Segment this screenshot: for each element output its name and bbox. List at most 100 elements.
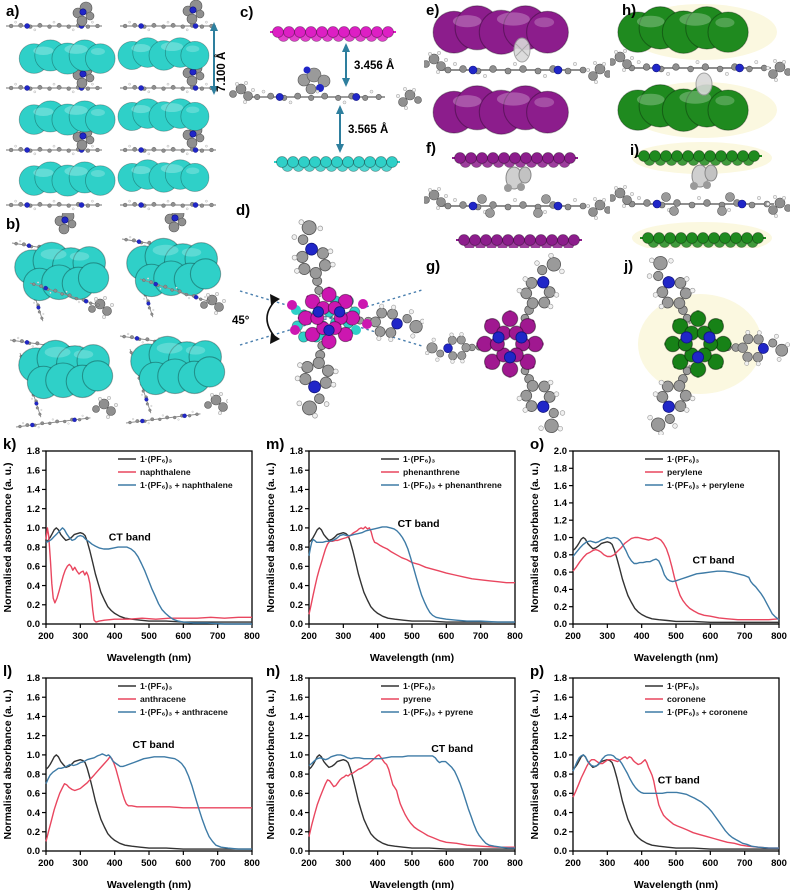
panel-label: m)	[266, 436, 285, 453]
svg-text:1·(PF₆)₃ + perylene: 1·(PF₆)₃ + perylene	[667, 480, 745, 490]
spectrum-panel-o: o) 200 300 400 500 600 700 800 0.0 0.2 0.4 0.6 0.8 1…	[527, 436, 790, 665]
panel-label: d)	[236, 202, 251, 219]
spectrum-panel-m: m) 200 300 400 500 600 700 800 0.0 0.2 0.4 0.6 0.8 1…	[263, 436, 526, 664]
svg-text:CT band: CT band	[398, 518, 440, 530]
molecule-rendering-a: 7.100 Å	[5, 0, 228, 211]
svg-text:800: 800	[771, 631, 787, 642]
svg-text:0.8: 0.8	[27, 542, 40, 553]
panel-a-crystal-packing: a) 7.100 Å	[0, 0, 228, 213]
svg-text:500: 500	[668, 858, 684, 869]
svg-text:0.6: 0.6	[290, 789, 303, 800]
svg-text:0.6: 0.6	[27, 562, 40, 573]
svg-text:300: 300	[72, 858, 88, 869]
svg-text:0.4: 0.4	[290, 581, 304, 592]
svg-text:300: 300	[335, 858, 351, 869]
molecule-rendering-d: 45°	[232, 214, 424, 422]
svg-text:1.4: 1.4	[554, 712, 568, 723]
spectrum-chart: 200 300 400 500 600 700 800 0.0 0.2 0.4 0.6 0.8 1.0 1…	[2, 446, 260, 664]
svg-text:1·(PF₆)₃ + naphthalene: 1·(PF₆)₃ + naphthalene	[140, 480, 233, 490]
svg-text:800: 800	[507, 858, 523, 869]
svg-text:500: 500	[141, 858, 157, 869]
svg-text:700: 700	[737, 631, 753, 642]
svg-text:0.2: 0.2	[290, 600, 303, 611]
spectrum-panel-p: p) 200 300 400 500 600 700 800 0.0 0.2 0.4 0.6 0.8 1…	[527, 663, 790, 890]
molecule-rendering-f	[424, 151, 610, 248]
svg-text:400: 400	[370, 631, 386, 642]
svg-text:600: 600	[438, 631, 454, 642]
svg-text:CT band: CT band	[693, 555, 735, 567]
svg-text:1.0: 1.0	[554, 750, 567, 761]
svg-text:500: 500	[404, 858, 420, 869]
svg-text:200: 200	[301, 858, 317, 869]
svg-text:1.6: 1.6	[27, 692, 40, 703]
svg-text:1.4: 1.4	[27, 485, 41, 496]
panel-label: o)	[530, 436, 545, 453]
svg-text:0.0: 0.0	[290, 846, 303, 857]
svg-text:0.2: 0.2	[290, 827, 303, 838]
svg-text:800: 800	[771, 858, 787, 869]
svg-text:0.6: 0.6	[290, 562, 303, 573]
svg-text:0.6: 0.6	[554, 567, 567, 578]
svg-text:0.8: 0.8	[554, 769, 567, 780]
svg-text:Wavelength (nm): Wavelength (nm)	[107, 652, 191, 664]
molecule-rendering-c: 3.456 Å 3.565 Å	[229, 25, 422, 173]
svg-text:CT band: CT band	[658, 775, 700, 787]
svg-text:1·(PF₆)₃ + coronene: 1·(PF₆)₃ + coronene	[667, 707, 748, 717]
panel-label: f)	[426, 140, 436, 157]
svg-text:CT band: CT band	[133, 739, 175, 751]
svg-text:600: 600	[438, 858, 454, 869]
svg-text:Normalised absorbance (a. u.): Normalised absorbance (a. u.)	[2, 690, 14, 840]
svg-text:1.2: 1.2	[290, 504, 303, 515]
svg-text:2.0: 2.0	[554, 446, 567, 457]
svg-text:0.2: 0.2	[554, 827, 567, 838]
svg-text:0.4: 0.4	[290, 808, 304, 819]
molecule-rendering-i	[610, 142, 790, 248]
svg-text:500: 500	[404, 631, 420, 642]
panel-label: k)	[3, 436, 17, 453]
svg-text:600: 600	[702, 631, 718, 642]
svg-text:1·(PF₆)₃: 1·(PF₆)₃	[403, 454, 435, 464]
svg-text:1.0: 1.0	[290, 750, 303, 761]
svg-text:400: 400	[634, 631, 650, 642]
svg-text:1·(PF₆)₃: 1·(PF₆)₃	[667, 681, 699, 691]
distance-annotation: 3.456 Å	[354, 59, 394, 72]
svg-text:400: 400	[370, 858, 386, 869]
chart-canvas: 200 300 400 500 600 700 800 0.0 0.2 0.4 0.6 0.8 1.0 1…	[263, 665, 526, 890]
panel-f-ellipsoid-sandwich-purple: f)	[424, 140, 610, 248]
panel-label: e)	[426, 2, 440, 19]
svg-text:1·(PF₆)₃ + anthracene: 1·(PF₆)₃ + anthracene	[140, 707, 228, 717]
panel-label: c)	[240, 4, 254, 21]
svg-text:0.0: 0.0	[554, 846, 567, 857]
svg-text:600: 600	[702, 858, 718, 869]
angle-annotation: 45°	[232, 315, 250, 327]
svg-text:400: 400	[107, 858, 123, 869]
svg-text:700: 700	[210, 858, 226, 869]
svg-text:400: 400	[634, 858, 650, 869]
svg-text:1.4: 1.4	[290, 485, 304, 496]
svg-text:200: 200	[38, 631, 54, 642]
panel-d-overlay-angle: d) 45°	[228, 202, 424, 435]
svg-text:1.2: 1.2	[554, 731, 567, 742]
molecule-rendering-g	[424, 248, 576, 435]
molecule-rendering-e	[424, 5, 610, 135]
svg-text:Wavelength (nm): Wavelength (nm)	[107, 879, 191, 890]
svg-text:Wavelength (nm): Wavelength (nm)	[634, 652, 718, 664]
panel-label: i)	[630, 142, 640, 159]
svg-text:1·(PF₆)₃: 1·(PF₆)₃	[140, 454, 172, 464]
distance-annotation: 7.100 Å	[215, 52, 228, 92]
chart-canvas: 200 300 400 500 600 700 800 0.0 0.2 0.4 0.6 0.8 1.0 1…	[527, 665, 790, 890]
panel-g-topview-purple: g)	[424, 248, 610, 435]
svg-text:1.2: 1.2	[290, 731, 303, 742]
svg-text:1·(PF₆)₃: 1·(PF₆)₃	[667, 454, 699, 464]
panel-label: p)	[530, 663, 545, 680]
svg-text:500: 500	[668, 631, 684, 642]
svg-text:1.8: 1.8	[290, 446, 303, 457]
chart-canvas: 200 300 400 500 600 700 800 0.0 0.2 0.4 0.6 0.8 1.0 1…	[0, 438, 263, 665]
svg-text:200: 200	[565, 631, 581, 642]
chart-canvas: 200 300 400 500 600 700 800 0.0 0.2 0.4 0.6 0.8 1.0 1…	[527, 438, 790, 665]
svg-text:0.0: 0.0	[27, 846, 40, 857]
svg-text:200: 200	[38, 858, 54, 869]
svg-text:500: 500	[141, 631, 157, 642]
svg-text:1.2: 1.2	[27, 731, 40, 742]
